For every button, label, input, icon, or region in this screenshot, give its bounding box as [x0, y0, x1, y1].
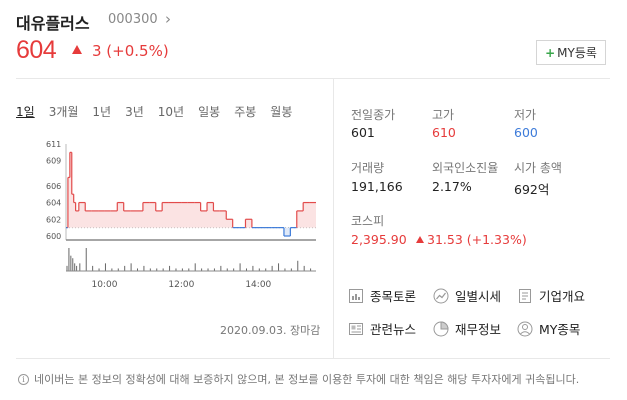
stat-value-foreign-ratio: 2.17% — [432, 179, 472, 194]
stat-value-low: 600 — [514, 125, 538, 140]
link-label: 기업개요 — [539, 289, 586, 304]
index-value: 2,395.90 — [351, 232, 407, 247]
stat-value-prev-close: 601 — [351, 125, 375, 140]
x-tick-label: 12:00 — [168, 280, 194, 290]
news-icon — [349, 322, 363, 335]
divider — [16, 78, 610, 79]
stat-label-prev-close: 전일종가 — [351, 108, 396, 122]
x-tick-label: 10:00 — [91, 280, 117, 290]
tab-3y[interactable]: 3년 — [125, 105, 144, 119]
stat-value-market-cap: 692억 — [514, 182, 550, 197]
stat-label-low: 저가 — [514, 108, 537, 122]
y-tick-label: 600 — [46, 232, 61, 241]
my-register-button[interactable]: + MY등록 — [536, 40, 606, 65]
my-register-label: MY등록 — [557, 46, 597, 60]
plus-icon: + — [545, 45, 556, 60]
tab-1d[interactable]: 1일 — [16, 105, 35, 119]
daily-price-icon — [433, 288, 449, 303]
divider — [16, 358, 610, 359]
link-label: 종목토론 — [370, 289, 417, 304]
chevron-right-icon[interactable]: › — [165, 10, 171, 28]
company-overview-icon — [519, 288, 531, 303]
up-triangle-icon — [416, 236, 424, 243]
divider — [333, 79, 334, 358]
link-label: MY종목 — [539, 322, 581, 337]
tab-daily[interactable]: 일봉 — [198, 105, 221, 119]
link-daily-price[interactable]: 일별시세 — [433, 286, 501, 305]
my-stock-icon — [517, 321, 533, 336]
disclaimer: i 네이버는 본 정보의 정확성에 대해 보증하지 않으며, 본 정보를 이용한… — [18, 371, 579, 387]
y-tick-label: 604 — [46, 199, 61, 208]
stat-value-volume: 191,166 — [351, 179, 403, 194]
up-triangle-icon — [72, 45, 82, 54]
price-change: 3 (+0.5%) — [92, 42, 169, 60]
index-label[interactable]: 코스피 — [351, 214, 385, 228]
stat-value-high: 610 — [432, 125, 456, 140]
tab-weekly[interactable]: 주봉 — [234, 105, 257, 119]
stat-label-market-cap: 시가 총액 — [514, 161, 562, 175]
link-discussion[interactable]: 종목토론 — [348, 286, 416, 305]
current-price: 604 — [16, 36, 57, 64]
tab-10y[interactable]: 10년 — [157, 105, 185, 119]
stat-label-high: 고가 — [432, 108, 455, 122]
price-area — [66, 152, 316, 228]
tab-1y[interactable]: 1년 — [92, 105, 112, 119]
disclaimer-text: 네이버는 본 정보의 정확성에 대해 보증하지 않으며, 본 정보를 이용한 투… — [34, 373, 580, 386]
finance-icon — [433, 320, 449, 336]
stock-code[interactable]: 000300 — [108, 12, 158, 27]
chart-date: 2020.09.03. 장마감 — [220, 324, 321, 337]
link-label: 재무정보 — [455, 322, 502, 337]
y-tick-label: 609 — [46, 157, 61, 166]
y-tick-label: 602 — [46, 215, 61, 224]
link-company-overview[interactable]: 기업개요 — [517, 286, 585, 305]
link-finance[interactable]: 재무정보 — [433, 319, 501, 338]
intraday-chart[interactable]: 611 609 606 604 602 600 10:00 12:00 14:00 — [44, 136, 316, 296]
tab-3m[interactable]: 3개월 — [48, 105, 79, 119]
y-tick-label: 606 — [46, 182, 61, 191]
index-change: 31.53 (+1.33%) — [427, 232, 527, 247]
index-change-wrap: 31.53 (+1.33%) — [416, 232, 527, 247]
y-tick-label: 611 — [46, 140, 61, 149]
link-label: 일별시세 — [455, 289, 502, 304]
info-icon: i — [18, 373, 29, 385]
stock-name[interactable]: 대유플러스 — [16, 14, 90, 33]
stat-label-volume: 거래량 — [351, 161, 385, 175]
link-my-stock[interactable]: MY종목 — [517, 319, 580, 338]
link-label: 관련뉴스 — [370, 322, 417, 337]
x-tick-label: 14:00 — [245, 280, 271, 290]
price-area-below — [66, 227, 316, 236]
link-news[interactable]: 관련뉴스 — [348, 319, 416, 338]
discussion-icon — [349, 288, 363, 303]
period-tabs: 1일 3개월 1년 3년 10년 일봉 주봉 월봉 — [16, 103, 292, 120]
tab-monthly[interactable]: 월봉 — [270, 105, 293, 119]
stat-label-foreign-ratio: 외국인소진율 — [432, 161, 499, 175]
